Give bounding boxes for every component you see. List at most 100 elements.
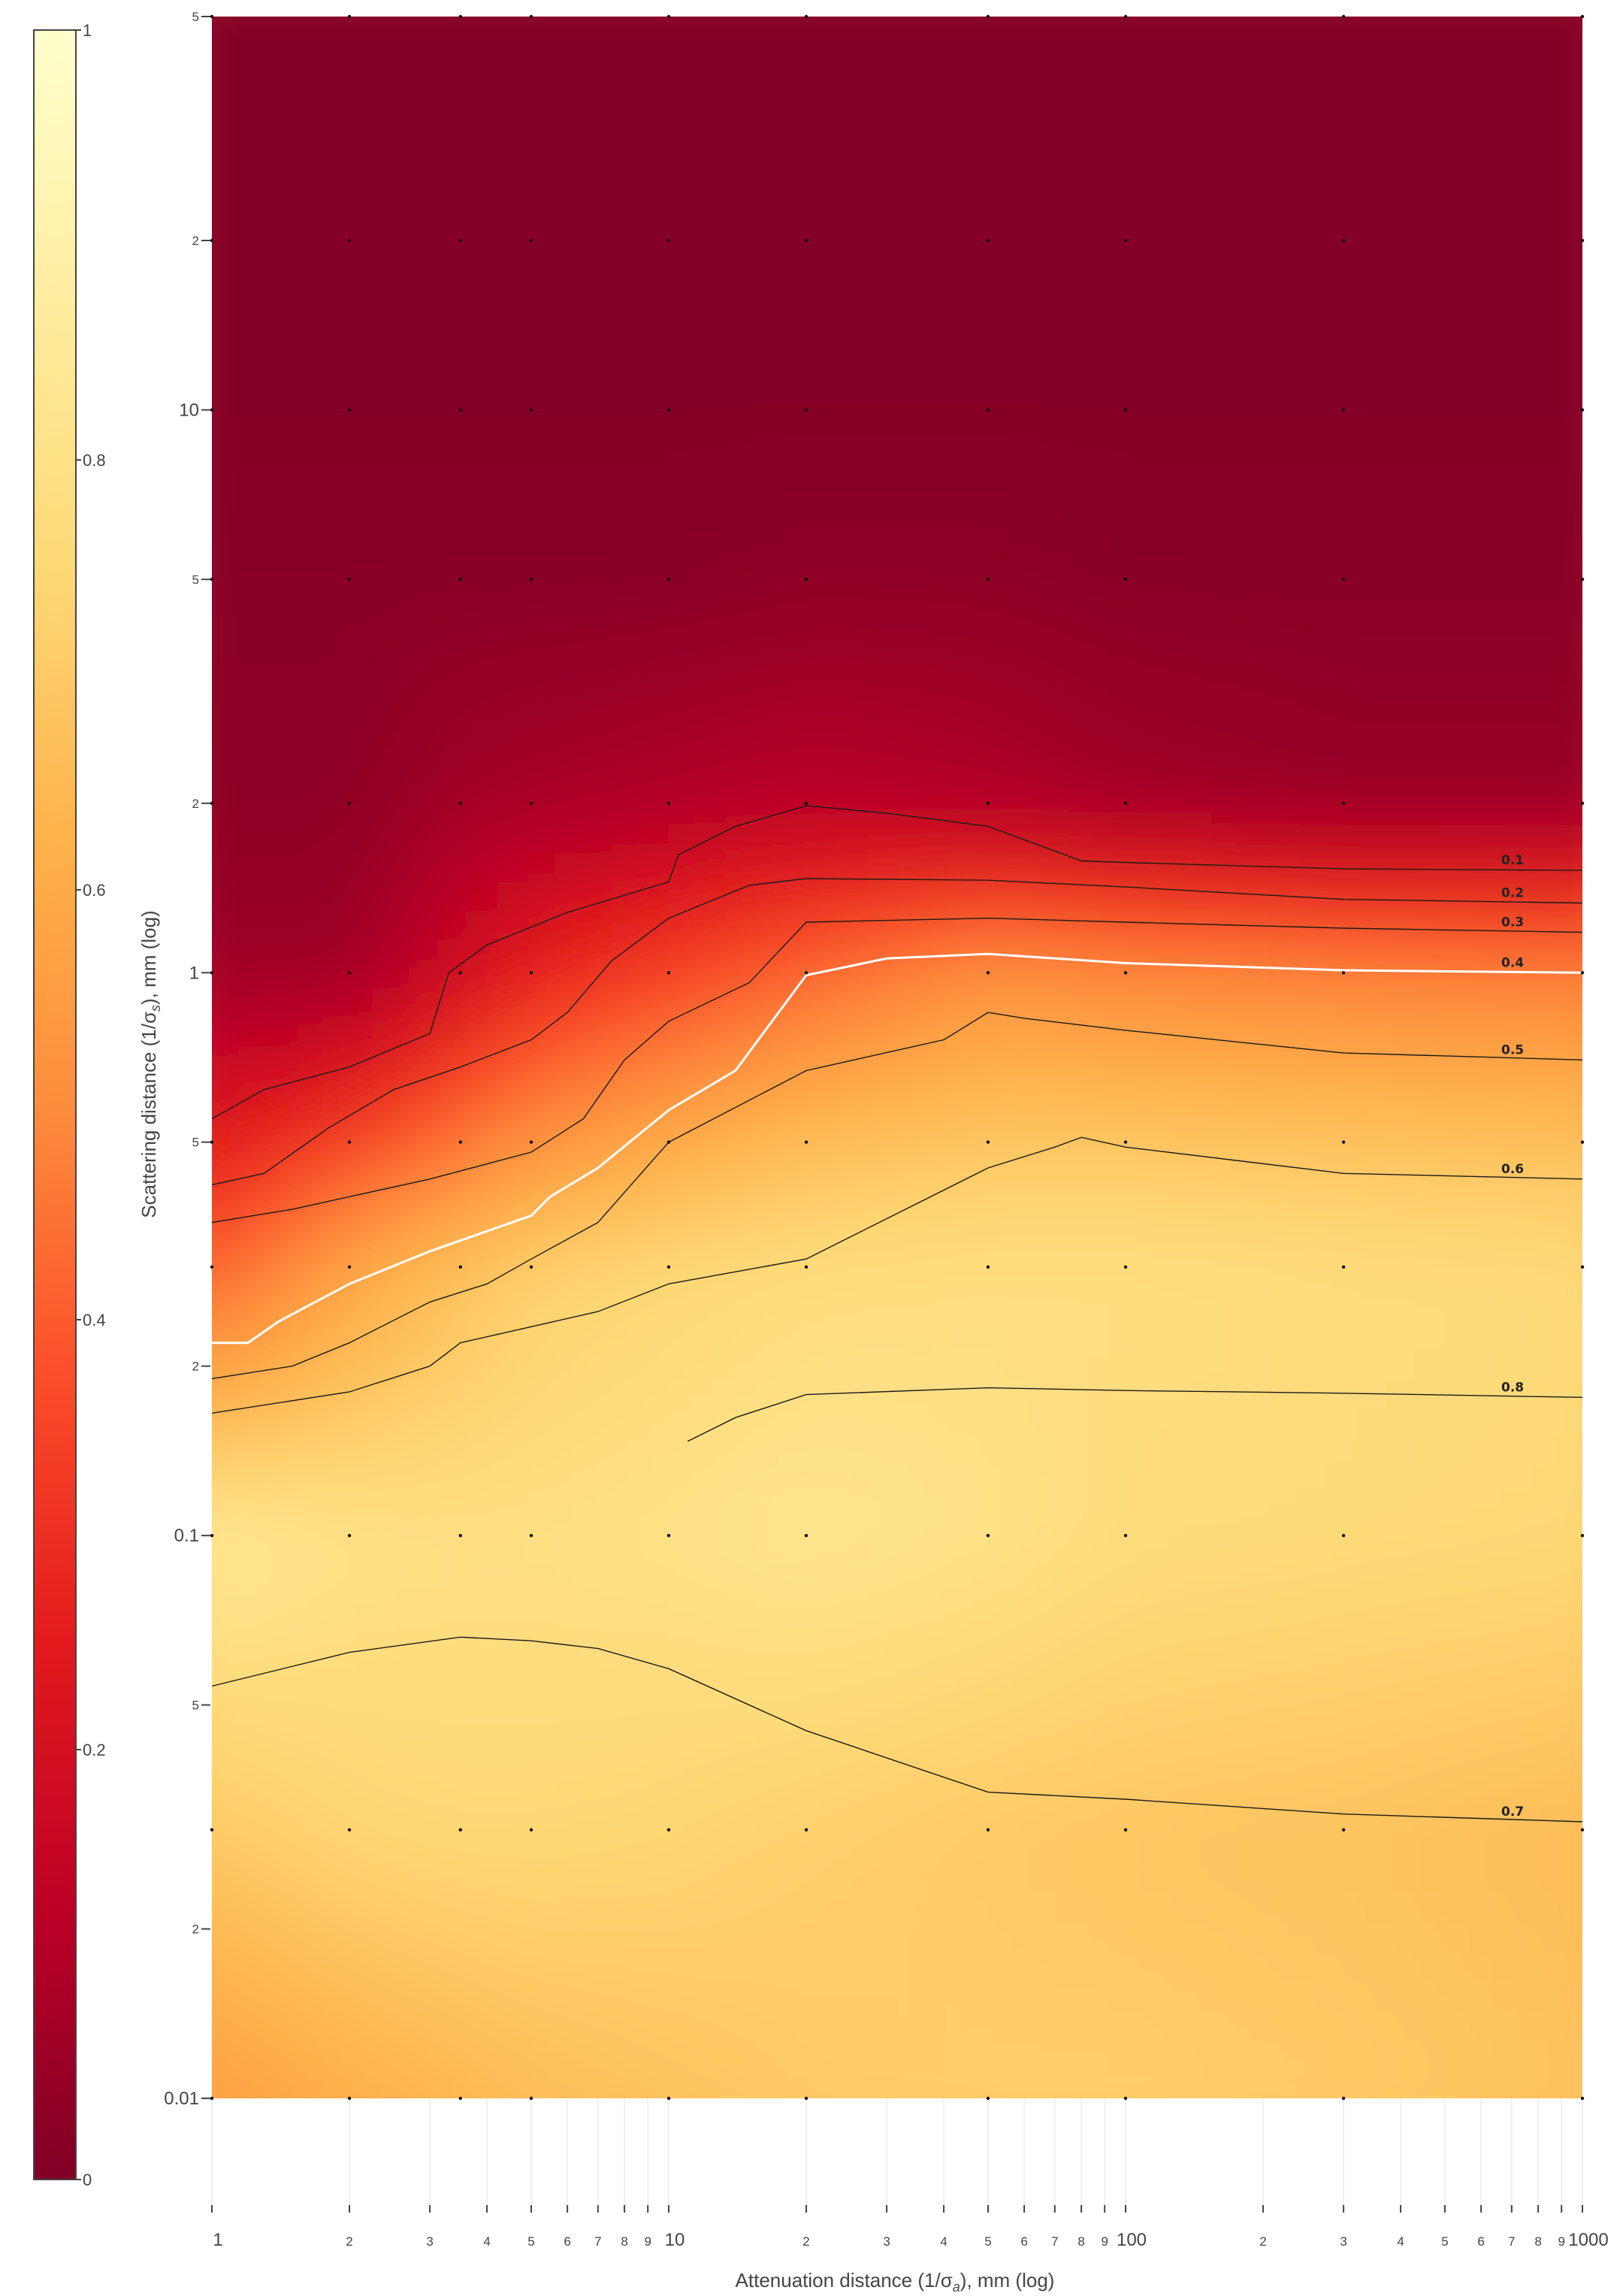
y-tick-label: 2: [192, 1360, 199, 1374]
contour-label: 0.7: [1501, 1804, 1524, 1820]
sample-point: [804, 14, 808, 19]
sample-point: [1123, 577, 1128, 582]
sample-point: [1123, 1533, 1128, 1538]
sample-point: [1123, 408, 1128, 412]
x-tick-label: 6: [1477, 2234, 1484, 2249]
heatmap: [212, 17, 1582, 2098]
colorbar-tick-label: 0.8: [83, 451, 106, 470]
y-tick-label: 5: [192, 1136, 199, 1150]
sample-point: [1123, 1140, 1128, 1144]
sample-point: [1341, 1828, 1346, 1832]
y-tick-label: 2: [192, 234, 199, 248]
x-tick-label: 7: [594, 2234, 601, 2249]
x-tick-label: 9: [644, 2234, 651, 2249]
contour-line: [212, 952, 1583, 1345]
sample-point: [347, 2096, 352, 2101]
sample-point: [666, 1265, 671, 1269]
sample-point: [1123, 801, 1128, 806]
colorbar-tick-label: 0.4: [83, 1311, 106, 1330]
sample-point: [210, 408, 214, 412]
sample-point: [1580, 1533, 1585, 1538]
x-tick-label: 10: [665, 2230, 685, 2250]
sample-point: [210, 577, 214, 582]
sample-point: [666, 408, 671, 412]
sample-point: [529, 577, 533, 582]
sample-point: [1580, 801, 1585, 806]
contour-labels: 0.1 0.2 0.3 0.4 0.5 0.6 0.7 0.8: [1501, 853, 1524, 1820]
sample-point: [347, 14, 352, 19]
x-tick-label: 100: [1117, 2230, 1147, 2250]
sample-point: [529, 1265, 533, 1269]
y-tick-label: 2: [192, 1922, 199, 1937]
sample-point: [529, 238, 533, 243]
sample-point: [529, 1828, 533, 1832]
sample-point: [347, 1828, 352, 1832]
x-tick-label: 2: [1259, 2234, 1266, 2249]
contour-label: 0.3: [1501, 915, 1524, 930]
x-tick-label: 4: [483, 2234, 490, 2249]
sample-point: [1123, 1828, 1128, 1832]
y-tick-label: 5: [192, 1699, 199, 1713]
sample-point: [529, 14, 533, 19]
sample-point: [210, 971, 214, 975]
colorbar-tick-label: 0: [83, 2170, 92, 2189]
sample-point: [986, 971, 990, 975]
x-axis-title: Attenuation distance (1/σa), mm (log): [736, 2269, 1055, 2294]
sample-point: [1123, 971, 1128, 975]
sample-point: [458, 2096, 462, 2101]
sample-point: [1341, 238, 1346, 243]
sample-point: [1123, 2096, 1128, 2101]
colorbar-tick-label: 1: [83, 21, 92, 40]
sample-point: [986, 408, 990, 412]
y-axis-title: Scattering distance (1/σs), mm (log): [138, 910, 163, 1218]
sample-point: [666, 971, 671, 975]
sample-point: [210, 1828, 214, 1832]
sample-point: [210, 238, 214, 243]
sample-point: [210, 1533, 214, 1538]
sample-point: [1341, 971, 1346, 975]
x-tick-label: 4: [940, 2234, 947, 2249]
contour-line: [211, 1136, 1583, 1414]
sample-point: [1341, 1533, 1346, 1538]
sample-point: [1123, 14, 1128, 19]
contour-line: [211, 1636, 1583, 1823]
contour-label: 0.6: [1501, 1162, 1524, 1177]
y-tick-label: 0.1: [174, 1526, 199, 1546]
sample-point: [1580, 2096, 1585, 2101]
sample-point: [1580, 971, 1585, 975]
x-tick-label: 5: [527, 2234, 534, 2249]
sample-point: [529, 801, 533, 806]
y-tick-label: 1: [189, 963, 199, 983]
sample-point: [986, 801, 990, 806]
sample-point: [458, 14, 462, 19]
sample-point: [347, 1265, 352, 1269]
sample-point: [1341, 1140, 1346, 1144]
y-tick-label: 0.01: [164, 2089, 199, 2109]
sample-point: [666, 2096, 671, 2101]
x-tick-label: 3: [426, 2234, 433, 2249]
sample-point: [986, 1265, 990, 1269]
y-tick-label: 5: [192, 573, 199, 587]
sample-point: [804, 2096, 808, 2101]
sample-point: [458, 408, 462, 412]
sample-point: [1580, 1828, 1585, 1832]
y-tick-label: 5: [192, 10, 199, 24]
contour-line: [211, 805, 1583, 1120]
sample-point: [529, 971, 533, 975]
contour-label: 0.5: [1501, 1042, 1524, 1057]
sample-point: [529, 2096, 533, 2101]
sample-point: [1341, 1265, 1346, 1269]
sample-point: [458, 238, 462, 243]
sample-point: [804, 408, 808, 412]
sample-point: [804, 1828, 808, 1832]
x-tick-label: 7: [1508, 2234, 1515, 2249]
contour-label: 0.2: [1501, 886, 1524, 901]
x-tick-label: 3: [1340, 2234, 1346, 2249]
sample-point: [986, 238, 990, 243]
sample-point: [666, 577, 671, 582]
sample-point: [986, 2096, 990, 2101]
sample-point: [986, 14, 990, 19]
x-tick-label: 5: [1441, 2234, 1448, 2249]
sample-point: [1341, 14, 1346, 19]
